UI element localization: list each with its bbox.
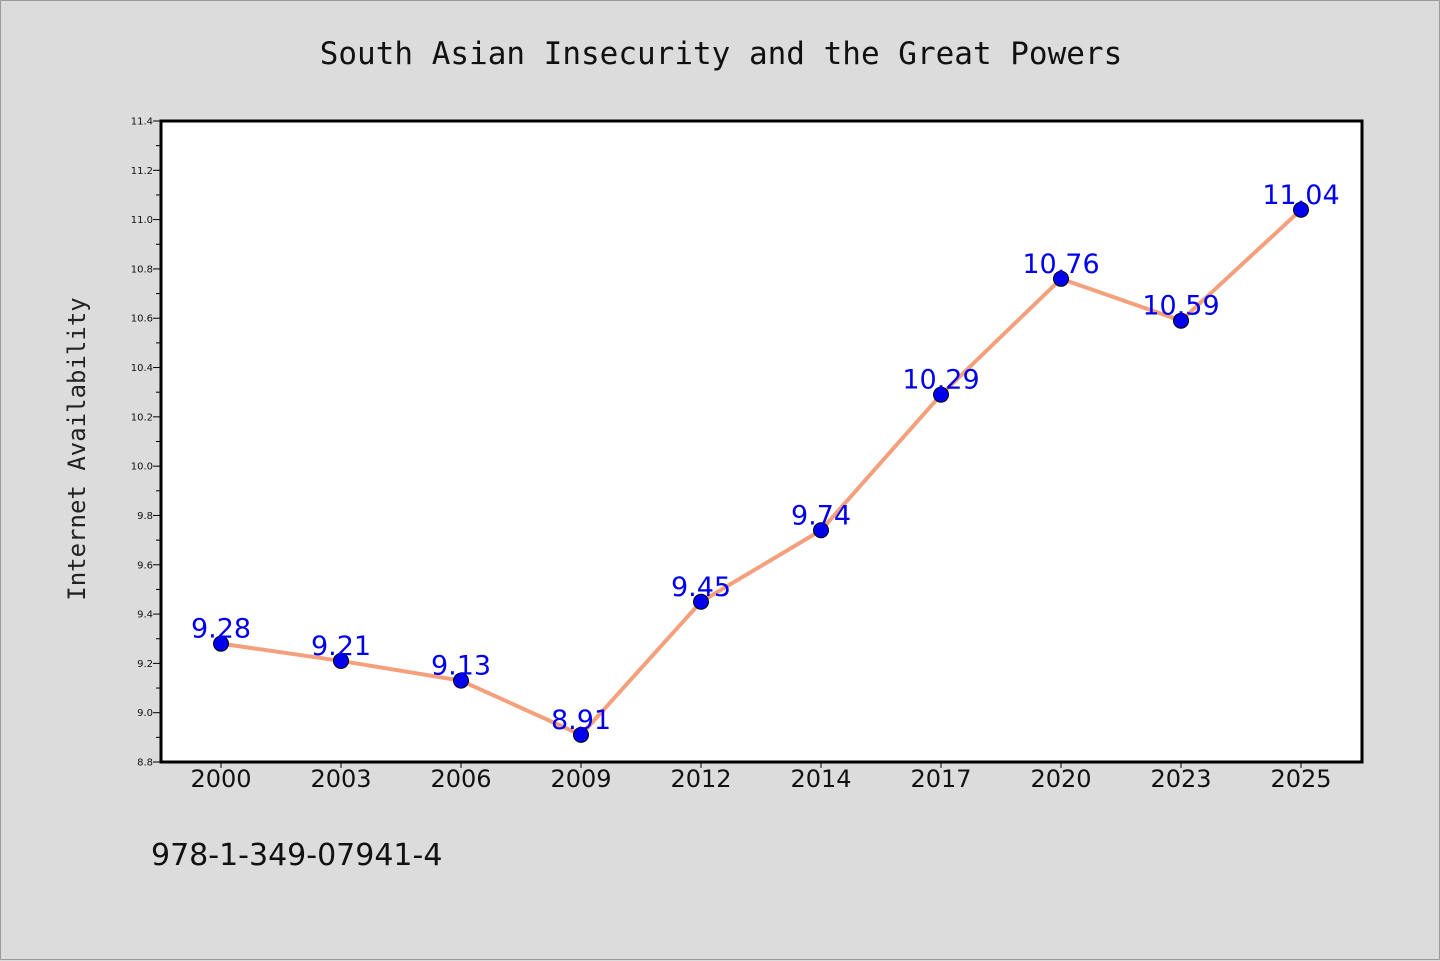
y-tick-label: 8.8 [137,758,153,769]
x-tick-label: 2006 [430,765,491,793]
data-label: 9.13 [431,651,491,682]
data-point [1053,270,1069,287]
data-point [693,593,709,610]
data-label: 9.45 [671,572,731,603]
data-point [933,386,949,403]
y-tick-label: 11.4 [131,117,153,128]
y-tick-label: 10.8 [131,264,153,275]
plot-frame [159,119,1364,764]
data-point [1293,201,1309,218]
data-point [1173,312,1189,329]
data-label: 10.29 [902,365,979,396]
data-label: 10.76 [1022,249,1099,280]
y-tick-label: 9.4 [137,610,153,621]
y-tick-label: 10.6 [131,314,153,325]
data-point [333,652,349,669]
y-tick-label: 9.2 [137,659,153,670]
series-line [219,207,1303,737]
isbn-text: 978-1-349-07941-4 [151,838,442,873]
x-tick-label: 2023 [1150,765,1211,793]
x-tick-label: 2003 [310,765,371,793]
y-tick-label: 10.4 [131,363,153,374]
series-group: 9.28 9.21 9.13 8.91 9.45 9.74 10.29 10.76 10.59 1… [191,180,1340,743]
y-tick-label: 11.2 [131,166,153,177]
y-tick-label: 11.0 [131,215,153,226]
data-label: 9.74 [791,500,851,531]
x-axis: 2000 2003 2006 2009 2012 2014 2017 2020 2023 2025 [190,762,1332,793]
plot-area [161,121,1362,762]
data-point [453,672,469,689]
x-tick-label: 2025 [1270,765,1331,793]
y-tick-label: 10.2 [131,412,153,423]
y-tick-label: 9.6 [137,560,153,571]
data-label: 11.04 [1262,180,1339,211]
data-label: 9.21 [311,631,371,662]
y-tick-label: 9.0 [137,708,153,719]
data-label: 9.28 [191,614,251,645]
data-point [213,635,229,652]
x-tick-label: 2009 [550,765,611,793]
x-tick-label: 2014 [790,765,851,793]
y-axis-label: Internet Availability [63,297,91,600]
data-label: 10.59 [1142,291,1219,322]
x-tick-label: 2020 [1030,765,1091,793]
y-tick-label: 9.8 [137,511,153,522]
data-point [813,522,829,539]
data-label: 8.91 [551,705,611,736]
y-tick-label: 10.0 [131,462,153,473]
x-tick-label: 2000 [190,765,251,793]
chart-title: South Asian Insecurity and the Great Pow… [320,36,1123,72]
data-point [573,726,589,743]
x-tick-label: 2017 [910,765,971,793]
y-axis: 8.8 9.0 9.2 9.4 9.6 9.8 10.0 10.2 10.4 10.6 10.8 11… [131,117,161,769]
x-tick-label: 2012 [670,765,731,793]
